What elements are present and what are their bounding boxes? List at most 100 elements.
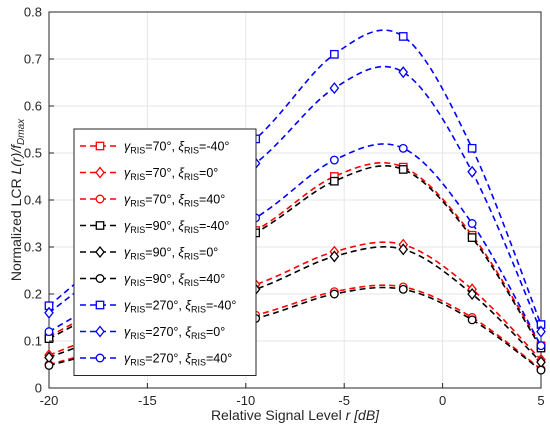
legend-entry: γRIS=90°, ξRIS=0° — [80, 246, 218, 262]
legend-label: γRIS=70°, ξRIS=-40° — [124, 140, 229, 156]
legend-entry: γRIS=70°, ξRIS=0° — [80, 166, 218, 182]
legend-label-part: RIS — [130, 252, 145, 262]
legend-label-part: γ — [124, 299, 131, 313]
legend-label-part: =40° — [199, 272, 225, 286]
legend-label-part: ξ — [178, 140, 185, 154]
data-point — [467, 233, 477, 242]
legend-label-part: =90°, — [145, 219, 178, 233]
legend-label-part: ξ — [185, 325, 192, 339]
y-tick-label: 0.4 — [24, 193, 42, 208]
x-axis-label: Relative Signal Level r [dB] — [211, 407, 380, 423]
legend-label-part: =0° — [206, 325, 225, 339]
legend-label-part: ξ — [178, 193, 185, 207]
legend-entry: γRIS=70°, ξRIS=-40° — [80, 140, 229, 156]
legend-label: γRIS=90°, ξRIS=-40° — [124, 219, 229, 235]
x-axis-label-main: Relative Signal Level — [211, 407, 346, 423]
legend-label-part: ξ — [178, 246, 185, 260]
legend-label-part: γ — [124, 246, 131, 260]
data-point — [467, 165, 477, 178]
legend-label-part: =0° — [199, 246, 218, 260]
legend-label-part: =90°, — [145, 272, 178, 286]
legend-marker — [95, 194, 105, 204]
y-tick-label: 0.5 — [24, 146, 42, 161]
y-axis-label-sub: Dmax — [16, 118, 27, 145]
x-tick-label: -20 — [40, 393, 59, 408]
legend-marker — [95, 274, 105, 283]
data-point — [467, 315, 477, 325]
data-point — [398, 32, 408, 41]
data-point — [398, 143, 408, 153]
tick-labels: -20 -15 -10 -5 0 5 0 0.1 0.2 0.3 0.4 0.5 0.6 0.7 0.8 — [24, 5, 545, 409]
legend-label-part: RIS — [130, 199, 145, 209]
legend-marker — [95, 245, 105, 259]
legend-label-part: =270°, — [145, 299, 185, 313]
data-point — [329, 155, 339, 165]
legend-label-part: =90°, — [145, 246, 178, 260]
legend-label-part: RIS — [130, 172, 145, 182]
legend-label-part: ξ — [178, 166, 185, 180]
legend-label: γRIS=90°, ξRIS=0° — [124, 246, 218, 262]
data-point — [44, 360, 54, 370]
legend-marker — [95, 221, 105, 230]
x-tick-label: 5 — [537, 393, 544, 408]
data-point — [398, 66, 409, 79]
legend-label-part: RIS — [191, 358, 206, 368]
data-point — [330, 49, 339, 59]
data-point — [329, 82, 340, 95]
legend-label-part: =40° — [199, 193, 225, 207]
legend-label-part: RIS — [184, 172, 199, 182]
data-point — [329, 289, 339, 299]
y-axis-label-main: Normalized LCR — [8, 175, 24, 282]
legend-label-part: RIS — [191, 305, 206, 315]
legend-label: γRIS=90°, ξRIS=40° — [124, 272, 225, 288]
data-point — [398, 284, 408, 294]
x-tick-label: -10 — [236, 393, 255, 408]
data-point — [398, 243, 409, 256]
legend-label: γRIS=270°, ξRIS=0° — [124, 325, 225, 341]
x-tick-label: -5 — [338, 393, 350, 408]
x-axis-label-var: r — [346, 407, 352, 423]
legend-label-part: RIS — [130, 305, 145, 315]
legend-entry: γRIS=270°, ξRIS=0° — [80, 325, 225, 341]
legend-label-part: γ — [124, 166, 131, 180]
legend-marker — [95, 353, 105, 363]
legend-label-part: =-40° — [206, 299, 236, 313]
x-axis-label-unit: [dB] — [353, 407, 380, 423]
legend-label-part: RIS — [184, 146, 199, 156]
data-point — [467, 143, 477, 153]
legend-entry: γRIS=270°, ξRIS=-40° — [80, 299, 236, 315]
data-point — [44, 306, 54, 319]
legend-label-part: =-40° — [199, 219, 229, 233]
legend-entry: γRIS=70°, ξRIS=40° — [80, 193, 225, 209]
legend-label-part: =70°, — [145, 166, 178, 180]
legend-marker — [95, 300, 105, 310]
legend-label-part: RIS — [184, 278, 199, 288]
y-tick-label: 0.8 — [24, 5, 42, 20]
legend-label-part: RIS — [130, 278, 145, 288]
legend-label: γRIS=270°, ξRIS=-40° — [124, 299, 236, 315]
legend-label-part: γ — [124, 325, 131, 339]
data-point — [536, 365, 546, 375]
legend-label-part: RIS — [130, 225, 145, 235]
x-tick-label: 0 — [439, 393, 446, 408]
legend-label-part: RIS — [184, 199, 199, 209]
legend-label-part: γ — [124, 193, 131, 207]
y-tick-label: 0.3 — [24, 240, 42, 255]
legend-label-part: =270°, — [145, 352, 185, 366]
legend-label-part: RIS — [184, 225, 199, 235]
legend-label-part: RIS — [191, 331, 206, 341]
data-point — [330, 176, 339, 186]
legend-label-part: ξ — [185, 299, 192, 313]
x-tick-label: -15 — [138, 393, 157, 408]
legend-entry: γRIS=90°, ξRIS=-40° — [80, 219, 229, 235]
legend: γRIS=70°, ξRIS=-40°γRIS=70°, ξRIS=0°γRIS… — [73, 128, 257, 376]
y-axis-label-var: L(r)/f — [8, 143, 24, 175]
legend-label-part: RIS — [130, 358, 145, 368]
legend-label-part: =70°, — [145, 193, 178, 207]
legend-label-part: RIS — [130, 331, 145, 341]
legend-label-part: γ — [124, 272, 131, 286]
legend-label-part: =0° — [199, 166, 218, 180]
legend-label-part: ξ — [178, 219, 185, 233]
legend-label-part: =-40° — [199, 140, 229, 154]
